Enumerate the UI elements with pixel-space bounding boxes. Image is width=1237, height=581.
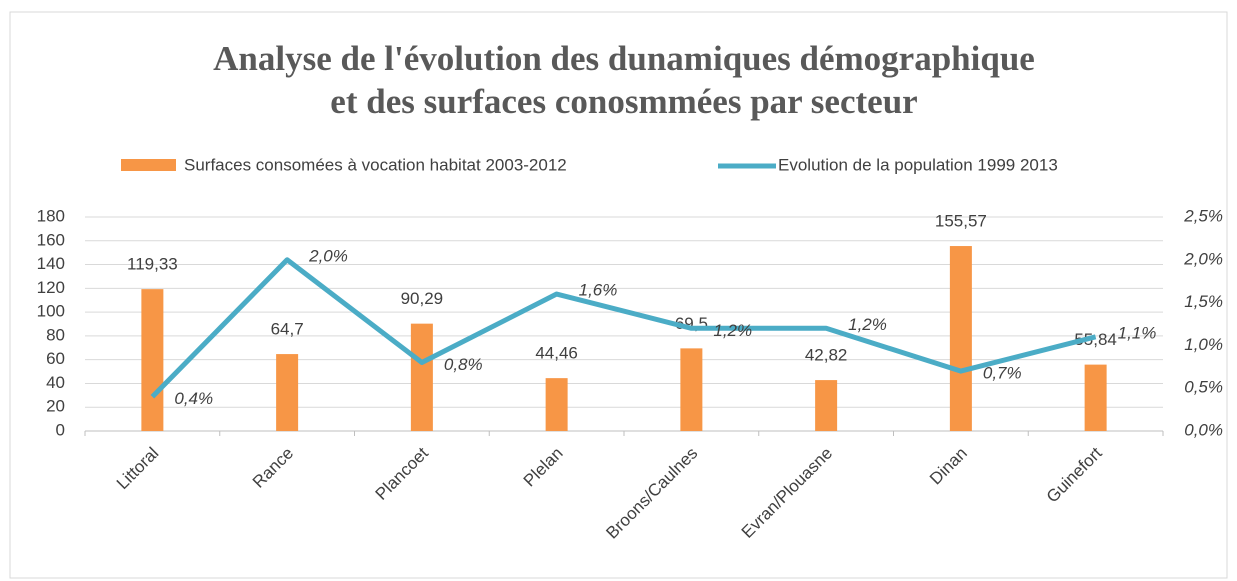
y-tick-label: 0 [56, 420, 65, 439]
bar [410, 323, 433, 431]
bar [680, 348, 703, 431]
y-tick-label: 160 [37, 230, 65, 249]
chart-title: et des surfaces conosmmées par secteur [330, 82, 917, 121]
bar-value-label: 90,29 [401, 289, 444, 308]
bar-value-label: 55,84 [1074, 330, 1117, 349]
y2-tick-label: 2,5% [1183, 206, 1223, 225]
line-value-label: 0,8% [444, 355, 483, 374]
line-value-label: 0,7% [983, 364, 1022, 383]
bar-value-label: 44,46 [535, 344, 578, 363]
line [150, 257, 1097, 399]
line-value-label: 1,6% [579, 281, 618, 300]
y-tick-label: 120 [37, 278, 65, 297]
bar [815, 380, 838, 431]
line-value-label: 0,4% [174, 389, 213, 408]
bar [1084, 364, 1107, 431]
y-tick-label: 40 [46, 373, 65, 392]
y2-tick-label: 0,0% [1184, 420, 1223, 439]
line-value-label: 1,2% [713, 321, 752, 340]
y2-tick-label: 1,5% [1184, 292, 1223, 311]
y-tick-label: 60 [46, 349, 65, 368]
line-value-label: 1,1% [1118, 323, 1157, 342]
y2-tick-label: 0,5% [1184, 378, 1223, 397]
y-tick-label: 20 [46, 397, 65, 416]
bar [545, 378, 568, 431]
bar-value-label: 119,33 [127, 255, 178, 274]
line-value-label: 1,2% [848, 315, 887, 334]
chart-border [9, 11, 1228, 579]
legend-label: Surfaces consomées à vocation habitat 20… [184, 155, 567, 174]
legend-label: Evolution de la population 1999 2013 [778, 155, 1058, 174]
bar [276, 354, 299, 431]
bar-value-label: 64,7 [271, 320, 304, 339]
legend-swatch [121, 159, 176, 171]
y2-tick-label: 1,0% [1184, 335, 1223, 354]
y-tick-label: 80 [46, 325, 65, 344]
y2-tick-label: 2,0% [1183, 249, 1223, 268]
bar-value-label: 155,57 [935, 212, 987, 231]
y-tick-label: 140 [37, 254, 65, 273]
bar [949, 246, 972, 431]
y-tick-label: 100 [37, 302, 65, 321]
bar [141, 289, 164, 431]
bar-value-label: 42,82 [805, 346, 848, 365]
chart-title: Analyse de l'évolution des dunamiques dé… [213, 39, 1035, 78]
y-tick-label: 180 [37, 206, 65, 225]
line-value-label: 2,0% [308, 246, 348, 265]
